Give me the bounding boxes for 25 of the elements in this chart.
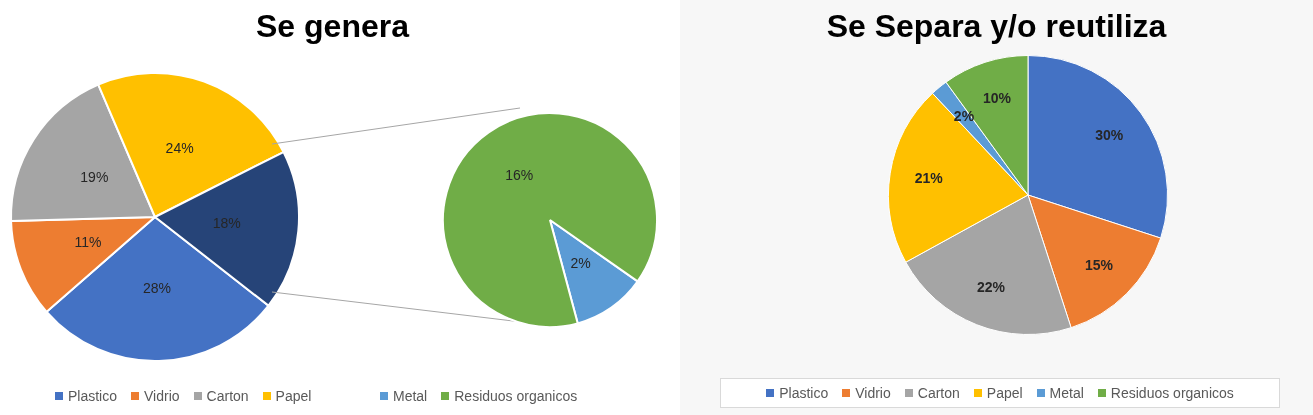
legend-label: Residuos organicos	[1110, 385, 1234, 401]
legend-label: Carton	[206, 388, 249, 404]
data-label: 2%	[570, 254, 591, 271]
legend-label: Vidrio	[144, 388, 180, 404]
data-label: 15%	[1085, 256, 1114, 273]
legend-label: Metal	[393, 388, 428, 404]
data-label: 10%	[982, 90, 1012, 107]
data-label: 30%	[1095, 126, 1124, 143]
data-label: 22%	[977, 279, 1006, 296]
chart-title: Se Separa y/o reutiliza	[825, 8, 1168, 45]
data-label: 21%	[914, 170, 944, 187]
legend-label: Plastico	[68, 388, 118, 404]
legend-label: Residuos organicos	[454, 388, 578, 404]
data-label: 11%	[74, 234, 102, 251]
data-label: 24%	[165, 140, 194, 157]
data-label: 19%	[80, 169, 109, 186]
legend-label: Vidrio	[855, 385, 891, 401]
legend-label: Plastico	[779, 385, 829, 401]
data-label: 28%	[142, 279, 172, 296]
chart-title: Se genera	[255, 8, 411, 45]
data-label: 18%	[212, 214, 241, 231]
legend-label: Papel	[986, 385, 1023, 401]
legend-label: Metal	[1049, 385, 1084, 401]
legend-label: Papel	[275, 388, 312, 404]
legend-label: Carton	[917, 385, 960, 401]
